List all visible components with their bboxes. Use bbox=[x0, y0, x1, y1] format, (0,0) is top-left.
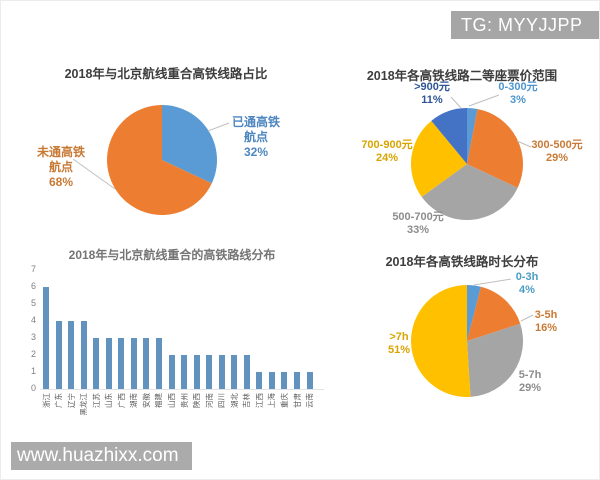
bar bbox=[168, 355, 175, 389]
bar-xlabel: 甘肃 bbox=[292, 393, 302, 408]
ticket-price-pie-panel: 2018年各高铁线路二等座票价范围 >900元 11% 0-300元 3% 30… bbox=[331, 63, 593, 243]
y-tick-label: 7 bbox=[30, 264, 36, 274]
pie-slice bbox=[467, 286, 521, 341]
bar bbox=[193, 355, 200, 389]
bar-xlabel: 山东 bbox=[104, 393, 114, 408]
bar bbox=[181, 355, 188, 389]
pie-slice bbox=[431, 108, 467, 164]
watermark: www.huazhixx.com bbox=[11, 442, 192, 470]
bar-xlabel: 湖南 bbox=[129, 393, 139, 408]
bar-xlabel: 四川 bbox=[217, 393, 227, 408]
duration-pie-chart bbox=[411, 278, 534, 397]
pie-label-0-300: 0-300元 3% bbox=[498, 81, 538, 106]
bar-xlabel: 山西 bbox=[167, 393, 176, 408]
y-tick-label: 1 bbox=[30, 366, 36, 376]
bar-xlabel: 辽宁 bbox=[66, 393, 76, 408]
bar bbox=[143, 338, 150, 389]
pie-label-no-hsr: 未通高铁 航点 68% bbox=[36, 145, 85, 189]
bar bbox=[268, 372, 275, 389]
pie-label-300-500: 300-500元 29% bbox=[531, 139, 583, 164]
bar bbox=[206, 355, 213, 389]
pie-label-over-7h: >7h 51% bbox=[387, 331, 411, 356]
bar bbox=[68, 321, 75, 389]
pie-slice bbox=[467, 323, 523, 397]
bar bbox=[231, 355, 238, 389]
pie-label-500-700: 500-700元 33% bbox=[392, 211, 444, 236]
y-tick-label: 5 bbox=[30, 298, 36, 308]
pie-label-3-5h: 3-5h 16% bbox=[534, 309, 558, 334]
route-bar-title: 2018年与北京航线重合的高铁路线分布 bbox=[68, 248, 276, 262]
ticket-price-pie-title: 2018年各高铁线路二等座票价范围 bbox=[366, 69, 558, 83]
bar-xlabel: 陕西 bbox=[192, 393, 202, 408]
y-tick-label: 3 bbox=[30, 332, 36, 342]
y-tick-label: 2 bbox=[30, 349, 36, 359]
bar bbox=[306, 372, 313, 389]
bar-xlabel: 河南 bbox=[204, 393, 214, 408]
pie-slice bbox=[467, 285, 481, 341]
route-bar-plot: 0 1 2 3 4 5 6 7 浙江 广东 辽宁 黑龙江 江苏 山东 广西 湖南 安徽 福建 山西 贵州 陕西 河南 四川湖… bbox=[16, 241, 328, 446]
pie-slice bbox=[411, 285, 471, 397]
bar-xlabel: 广东 bbox=[54, 393, 64, 408]
bar-xlabel: 云南 bbox=[305, 393, 315, 408]
leader-lines bbox=[72, 122, 230, 190]
bar-xlabel: 浙江 bbox=[41, 393, 51, 408]
bar bbox=[294, 372, 300, 389]
bar-xlabel: 福建 bbox=[154, 393, 164, 408]
bar bbox=[118, 338, 125, 389]
leader-lines bbox=[473, 278, 534, 322]
pie-label-700-900: 700-900元 24% bbox=[361, 139, 413, 164]
pie-slice bbox=[410, 120, 467, 197]
bar-xlabel: 重庆 bbox=[279, 393, 289, 408]
bar bbox=[93, 338, 100, 389]
bar-xlabel: 安徽 bbox=[141, 393, 151, 408]
pie-slice bbox=[467, 108, 478, 164]
bar bbox=[55, 321, 62, 389]
pie-label-5-7h: 5-7h 29% bbox=[518, 369, 542, 394]
bar bbox=[155, 338, 162, 389]
bar-xlabel: 吉林 bbox=[242, 393, 252, 408]
y-tick-label: 0 bbox=[30, 383, 36, 393]
tg-badge: TG: MYYJJPP bbox=[451, 11, 599, 39]
y-tick-label: 4 bbox=[30, 315, 36, 325]
bar bbox=[43, 287, 49, 389]
duration-pie-panel: 2018年各高铁线路时长分布 0-3h 4% 3-5h 16% 5-7h 29%… bbox=[331, 249, 593, 435]
bar bbox=[243, 355, 250, 389]
pie-slice bbox=[107, 105, 212, 215]
pie-slice bbox=[162, 105, 218, 184]
bar bbox=[256, 372, 263, 389]
y-tick-label: 6 bbox=[30, 281, 36, 291]
x-axis-line bbox=[40, 389, 324, 390]
overlap-pie-chart bbox=[72, 105, 230, 215]
bar-xlabel: 上海 bbox=[267, 393, 277, 408]
ticket-price-pie-chart bbox=[410, 94, 532, 220]
bar-xlabel: 黑龙江 bbox=[79, 393, 89, 416]
overlap-pie-title: 2018年与北京航线重合高铁线路占比 bbox=[64, 67, 268, 81]
duration-pie-title: 2018年各高铁线路时长分布 bbox=[385, 255, 539, 269]
bar-xlabel: 江西 bbox=[254, 393, 264, 408]
bar bbox=[80, 321, 87, 389]
bar bbox=[105, 338, 112, 389]
bar bbox=[130, 338, 137, 389]
bar-xlabel: 江苏 bbox=[91, 393, 101, 408]
pie-slice bbox=[421, 164, 518, 220]
bar-xlabel: 贵州 bbox=[179, 393, 189, 408]
bar-xlabel: 湖北 bbox=[229, 393, 239, 408]
bar bbox=[281, 372, 288, 389]
route-bar-panel: 2018年与北京航线重合的高铁路线分布 0 1 2 3 4 5 6 7 浙江 广东 辽宁 黑龙江 江苏山… bbox=[16, 241, 328, 446]
leader-lines bbox=[450, 94, 532, 148]
pie-label-over-900: >900元 11% bbox=[414, 81, 450, 106]
pie-slice bbox=[467, 108, 523, 188]
bar bbox=[218, 355, 225, 389]
pie-label-0-3h: 0-3h 4% bbox=[515, 271, 539, 296]
pie-label-connected-hsr: 已通高铁 航点 32% bbox=[231, 115, 280, 159]
overlap-pie-panel: 2018年与北京航线重合高铁线路占比 已通高铁 航点 32% 未通高铁 航点 6… bbox=[21, 59, 311, 239]
bar-xlabel: 广西 bbox=[116, 393, 126, 408]
